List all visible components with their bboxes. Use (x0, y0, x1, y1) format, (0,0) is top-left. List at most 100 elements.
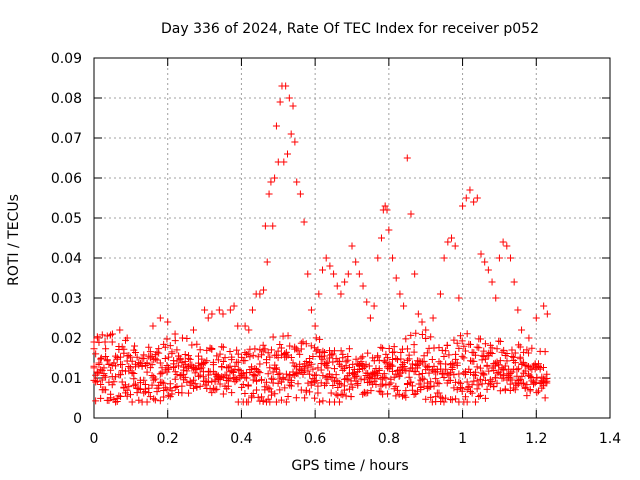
data-point (460, 342, 468, 350)
x-tick-label: 0 (90, 431, 99, 447)
data-point (462, 347, 470, 355)
data-point (379, 380, 387, 388)
data-point (140, 389, 148, 397)
data-point (496, 387, 504, 395)
data-point (123, 334, 131, 342)
data-point (201, 306, 209, 314)
data-point (185, 389, 193, 397)
data-point (138, 362, 146, 370)
data-point (229, 375, 237, 383)
data-point (110, 378, 118, 386)
data-point (128, 357, 136, 365)
data-point (447, 376, 455, 384)
data-point (460, 369, 468, 377)
data-point (156, 314, 164, 322)
data-point (267, 178, 275, 186)
data-point (166, 342, 174, 350)
data-point (224, 364, 232, 372)
data-point (168, 387, 176, 395)
data-point (478, 380, 486, 388)
data-point (293, 178, 301, 186)
data-point (287, 130, 295, 138)
data-point (122, 381, 130, 389)
data-point (413, 364, 421, 372)
data-point (451, 242, 459, 250)
data-point (244, 398, 252, 406)
axis-ticks: 0 0.01 0.02 0.03 0.04 0.05 0.06 0.07 0.08 0.09 0 0.… (51, 51, 621, 447)
data-point (503, 357, 511, 365)
data-point (304, 270, 312, 278)
data-point (178, 389, 186, 397)
data-point (443, 369, 451, 377)
data-point (488, 344, 496, 352)
data-point (319, 355, 327, 363)
data-point (355, 270, 363, 278)
data-point (463, 378, 471, 386)
data-point (480, 347, 488, 355)
data-point (193, 365, 201, 373)
data-point (204, 378, 212, 386)
data-point (410, 341, 418, 349)
data-point (345, 385, 353, 393)
data-point (380, 370, 388, 378)
data-point (312, 376, 320, 384)
data-point (269, 333, 277, 341)
y-tick-label: 0.01 (51, 371, 82, 387)
data-point (299, 370, 307, 378)
data-point (215, 306, 223, 314)
data-point (241, 322, 249, 330)
data-point (486, 349, 494, 357)
data-point (506, 380, 514, 388)
data-point (440, 398, 448, 406)
data-point (365, 362, 373, 370)
data-point (241, 349, 249, 357)
data-point (394, 386, 402, 394)
data-point (229, 368, 237, 376)
data-point (276, 341, 284, 349)
data-point (277, 344, 285, 352)
data-point (495, 254, 503, 262)
data-point (145, 343, 153, 351)
data-point (178, 359, 186, 367)
data-point (97, 380, 105, 388)
data-point (117, 371, 125, 379)
data-point (248, 306, 256, 314)
data-point (488, 378, 496, 386)
data-point (185, 363, 193, 371)
data-point (516, 343, 524, 351)
data-point (317, 366, 325, 374)
data-point (471, 351, 479, 359)
data-point (534, 362, 542, 370)
data-point (539, 363, 547, 371)
data-point (397, 349, 405, 357)
data-point (500, 346, 508, 354)
data-point (249, 351, 257, 359)
data-point (196, 346, 204, 354)
data-point (286, 342, 294, 350)
data-point (530, 380, 538, 388)
data-point (384, 364, 392, 372)
data-point (490, 382, 498, 390)
data-point (126, 364, 134, 372)
data-point (342, 362, 350, 370)
data-point (425, 369, 433, 377)
data-point (417, 386, 425, 394)
data-point (506, 369, 514, 377)
data-point (97, 354, 105, 362)
data-point (385, 344, 393, 352)
data-point (423, 384, 431, 392)
data-point (367, 387, 375, 395)
data-point (389, 254, 397, 262)
data-point (170, 363, 178, 371)
data-point (523, 346, 531, 354)
data-point (306, 388, 314, 396)
data-point (143, 368, 151, 376)
data-point (261, 222, 269, 230)
data-point (161, 343, 169, 351)
data-point (193, 340, 201, 348)
data-point (188, 379, 196, 387)
data-point (108, 330, 116, 338)
data-point (501, 362, 509, 370)
data-point (540, 302, 548, 310)
data-point (118, 378, 126, 386)
